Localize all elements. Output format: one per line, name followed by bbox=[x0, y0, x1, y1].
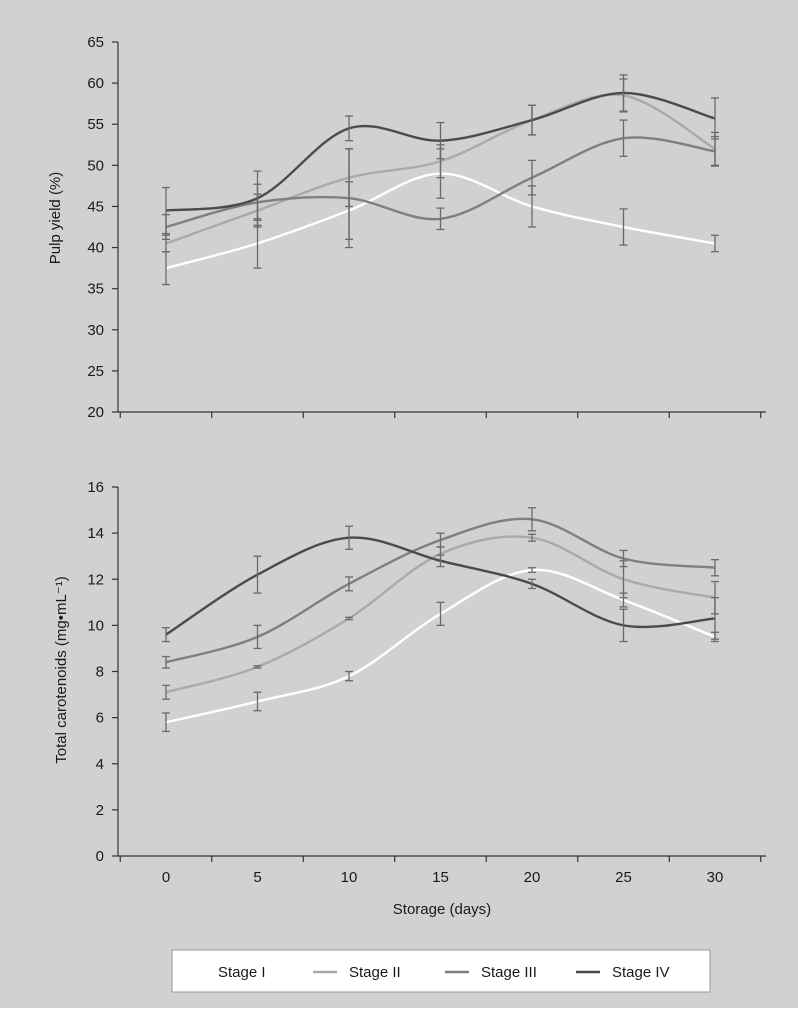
carotenoids-x-tick-label: 0 bbox=[162, 869, 170, 886]
carotenoids-series-stage-iii bbox=[162, 507, 719, 669]
carotenoids-error-bar-stage-i bbox=[162, 712, 170, 733]
legend-label-stage-iv: Stage IV bbox=[612, 964, 670, 981]
pulp-yield-error-bar-stage-iii bbox=[619, 119, 628, 157]
carotenoids-error-bar-stage-iii bbox=[528, 507, 536, 532]
pulp-yield-error-bar-stage-iv bbox=[345, 115, 353, 142]
carotenoids-y-tick-label: 14 bbox=[87, 525, 104, 542]
carotenoids-error-bar-stage-iii bbox=[253, 624, 262, 650]
carotenoids-y-tick-label: 8 bbox=[96, 664, 104, 681]
carotenoids-x-tick-label: 10 bbox=[341, 869, 358, 886]
carotenoids-chart: 0 2 4 6 8 10 12 14 16 0 5 10 15 20 25 30 Total caroteno… bbox=[53, 479, 766, 918]
pulp-yield-error-bar-stage-iv bbox=[528, 104, 536, 136]
carotenoids-x-tick-label: 5 bbox=[253, 869, 261, 886]
carotenoids-x-tick-label: 15 bbox=[432, 869, 449, 886]
carotenoids-error-bar-stage-iv bbox=[253, 555, 262, 594]
pulp-yield-series bbox=[162, 74, 719, 286]
carotenoids-error-bar-stage-iv bbox=[345, 525, 353, 550]
carotenoids-y-tick-label: 2 bbox=[96, 802, 104, 819]
pulp-yield-error-bar-stage-i bbox=[619, 208, 628, 246]
pulp-yield-axes: 20 25 30 35 40 45 50 55 60 65 bbox=[87, 34, 766, 421]
pulp-yield-error-bar-stage-iii bbox=[436, 207, 445, 231]
carotenoids-x-tick-label: 25 bbox=[615, 869, 632, 886]
pulp-yield-series-stage-iv bbox=[162, 74, 719, 235]
pulp-yield-error-bar-stage-i bbox=[711, 234, 719, 253]
carotenoids-error-bar-stage-iii bbox=[345, 576, 353, 592]
pulp-yield-y-tick-label: 45 bbox=[87, 198, 104, 215]
carotenoids-error-bar-stage-i bbox=[436, 601, 445, 627]
carotenoids-error-bar-stage-iii bbox=[619, 549, 628, 568]
pulp-yield-y-tick-label: 65 bbox=[87, 34, 104, 51]
pulp-yield-error-bar-stage-iii bbox=[528, 159, 536, 196]
legend-item-stage-iv: Stage IV bbox=[576, 964, 670, 981]
carotenoids-series-stage-iv bbox=[162, 525, 719, 643]
carotenoids-line-stage-i bbox=[165, 568, 716, 724]
carotenoids-error-bar-stage-ii bbox=[345, 616, 353, 621]
pulp-yield-y-tick-label: 50 bbox=[87, 157, 104, 174]
pulp-yield-y-tick-label: 25 bbox=[87, 363, 104, 380]
carotenoids-error-bar-stage-iv bbox=[436, 554, 445, 568]
storage-x-axis-label: Storage (days) bbox=[393, 901, 491, 918]
carotenoids-y-tick-label: 12 bbox=[87, 571, 104, 588]
carotenoids-error-bar-stage-iv bbox=[162, 627, 170, 643]
pulp-yield-error-bar-stage-iv bbox=[436, 121, 445, 160]
carotenoids-series bbox=[162, 507, 719, 733]
carotenoids-y-tick-label: 16 bbox=[87, 479, 104, 496]
carotenoids-error-bar-stage-i bbox=[345, 670, 353, 682]
carotenoids-error-bar-stage-ii bbox=[162, 684, 170, 700]
legend-box bbox=[171, 949, 711, 993]
carotenoids-error-bar-stage-i bbox=[253, 691, 262, 712]
legend-item-stage-i: Stage I bbox=[182, 964, 266, 981]
carotenoids-error-bar-stage-iv bbox=[619, 608, 628, 643]
pulp-yield-error-bar-stage-iv bbox=[711, 97, 719, 140]
carotenoids-error-bar-stage-iv bbox=[528, 578, 536, 590]
pulp-yield-y-tick-label: 35 bbox=[87, 281, 104, 298]
carotenoids-error-bar-stage-i bbox=[528, 567, 536, 573]
carotenoids-error-bar-stage-iii bbox=[436, 532, 445, 548]
pulp-yield-error-bar-stage-iv bbox=[253, 170, 262, 227]
carotenoids-error-bar-stage-iii bbox=[711, 558, 719, 577]
carotenoids-series-stage-i bbox=[162, 567, 719, 733]
pulp-yield-y-tick-label: 55 bbox=[87, 116, 104, 133]
carotenoids-y-tick-label: 0 bbox=[96, 848, 104, 865]
carotenoids-error-bar-stage-iii bbox=[162, 655, 170, 669]
carotenoids-error-bar-stage-iv bbox=[711, 597, 719, 640]
carotenoids-x-tick-label: 30 bbox=[707, 869, 724, 886]
pulp-yield-error-bar-stage-iv bbox=[619, 74, 628, 112]
carotenoids-axes: 0 2 4 6 8 10 12 14 16 0 5 10 15 20 25 30 bbox=[87, 479, 766, 886]
pulp-yield-y-axis-label: Pulp yield (%) bbox=[47, 172, 64, 265]
legend-label-stage-i: Stage I bbox=[218, 964, 266, 981]
legend-label-stage-ii: Stage II bbox=[349, 964, 401, 981]
pulp-yield-error-bar-stage-iii bbox=[345, 148, 353, 249]
legend: Stage I Stage II Stage III Stage IV bbox=[171, 949, 711, 993]
legend-label-stage-iii: Stage III bbox=[481, 964, 537, 981]
legend-item-stage-ii: Stage II bbox=[313, 964, 401, 981]
legend-item-stage-iii: Stage III bbox=[445, 964, 537, 981]
pulp-yield-chart: 20 25 30 35 40 45 50 55 60 65 Pulp yield (%) bbox=[47, 34, 766, 421]
carotenoids-y-tick-label: 10 bbox=[87, 617, 104, 634]
carotenoids-error-bar-stage-ii bbox=[253, 665, 262, 669]
pulp-yield-y-tick-label: 30 bbox=[87, 322, 104, 339]
carotenoids-y-tick-label: 4 bbox=[96, 756, 104, 773]
carotenoids-x-tick-label: 20 bbox=[524, 869, 541, 886]
carotenoids-error-bar-stage-ii bbox=[528, 533, 536, 542]
carotenoids-y-tick-label: 6 bbox=[96, 710, 104, 727]
pulp-yield-error-bar-stage-iv bbox=[162, 186, 170, 235]
pulp-yield-y-tick-label: 40 bbox=[87, 240, 104, 257]
pulp-yield-y-tick-label: 20 bbox=[87, 404, 104, 421]
carotenoids-series-stage-ii bbox=[162, 533, 719, 700]
carotenoids-y-axis-label: Total carotenoids (mg•mL⁻¹) bbox=[53, 576, 70, 763]
pulp-yield-y-tick-label: 60 bbox=[87, 75, 104, 92]
